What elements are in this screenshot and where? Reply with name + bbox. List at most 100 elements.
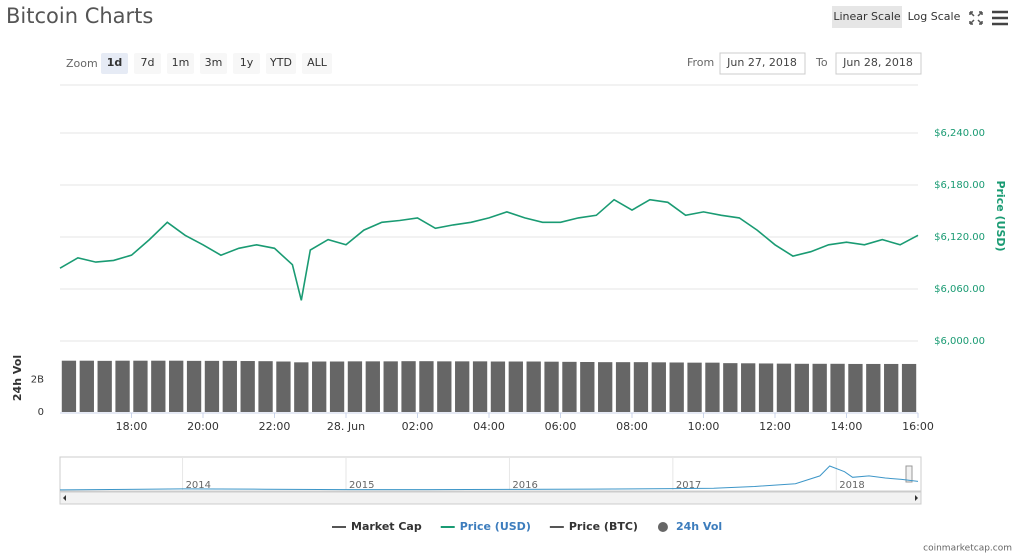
- navigator-tick-label: 2015: [349, 480, 374, 491]
- to-label: To: [815, 56, 828, 69]
- from-label: From: [687, 56, 714, 69]
- y-tick-label: $6,060.00: [934, 284, 985, 295]
- scroll-right[interactable]: [915, 495, 918, 501]
- legend-symbol[interactable]: [657, 522, 668, 532]
- price-line: [59, 198, 919, 301]
- navigator-tick-label: 2018: [839, 480, 864, 491]
- menu-icon[interactable]: [992, 10, 1008, 26]
- navigator-frame: [59, 456, 922, 492]
- volume-bar: [276, 361, 291, 412]
- y-axis-title: Price (USD): [994, 180, 1007, 251]
- volume-bar: [258, 361, 273, 412]
- volume-bar: [544, 361, 559, 412]
- volume-bar: [758, 363, 774, 412]
- volume-bar: [848, 363, 863, 412]
- x-tick-label: 20:00: [187, 420, 219, 433]
- x-tick-label: 12:00: [759, 420, 791, 433]
- zoom-button-label[interactable]: 1m: [172, 56, 190, 69]
- zoom-button-label[interactable]: 7d: [141, 56, 155, 69]
- volume-bar: [347, 361, 363, 412]
- x-tick-label: 06:00: [545, 420, 577, 433]
- zoom-button[interactable]: [302, 53, 332, 74]
- navigator-tick-label: 2014: [186, 480, 211, 491]
- volume-bar: [312, 361, 327, 412]
- scroll-left[interactable]: [63, 495, 66, 501]
- zoom-button[interactable]: [167, 53, 194, 74]
- volume-bar: [490, 361, 506, 412]
- volume-bar: [615, 362, 631, 412]
- volume-bar: [204, 360, 220, 412]
- zoom-button[interactable]: [266, 53, 296, 74]
- y-tick-label: $6,120.00: [934, 232, 985, 243]
- volume-bar: [526, 361, 541, 412]
- to-input[interactable]: [835, 52, 922, 75]
- volume-bar: [508, 361, 523, 412]
- volume-bar: [723, 363, 738, 412]
- volume-bar: [186, 360, 202, 412]
- volume-bar: [884, 363, 899, 412]
- volume-bar: [633, 362, 649, 412]
- zoom-button-label[interactable]: 3m: [205, 56, 223, 69]
- zoom-button-label[interactable]: 1d: [107, 56, 123, 69]
- volume-bar: [794, 363, 809, 412]
- x-tick-label: 14:00: [831, 420, 863, 433]
- volume-bar: [115, 360, 130, 412]
- volume-bar: [669, 362, 684, 412]
- to-date[interactable]: Jun 28, 2018: [842, 56, 913, 69]
- zoom-button-label[interactable]: YTD: [269, 56, 292, 69]
- from-input[interactable]: [719, 52, 806, 75]
- volume-bar: [169, 360, 184, 412]
- volume-bar: [741, 363, 756, 412]
- scale-button[interactable]: [905, 6, 963, 28]
- zoom-label: Zoom: [66, 57, 98, 70]
- volume-bar: [61, 360, 77, 412]
- scale-button-label[interactable]: Linear Scale: [833, 10, 901, 23]
- volume-bar: [151, 360, 166, 412]
- zoom-button-label[interactable]: 1y: [240, 56, 254, 69]
- credit: coinmarketcap.com: [923, 544, 1012, 554]
- volume-bar: [240, 361, 255, 412]
- x-tick-label: 16:00: [902, 420, 934, 433]
- navigator-handle[interactable]: [905, 465, 913, 483]
- volume-axis-title: 24h Vol: [11, 355, 24, 401]
- volume-bar: [383, 361, 398, 412]
- y-tick-label: $6,240.00: [934, 128, 985, 139]
- volume-tick-label: 2B: [31, 374, 44, 385]
- zoom-button[interactable]: [200, 53, 227, 74]
- x-tick-label: 22:00: [259, 420, 291, 433]
- zoom-button-label[interactable]: ALL: [307, 56, 328, 69]
- legend-label[interactable]: Price (USD): [460, 520, 531, 533]
- volume-bar: [472, 361, 488, 412]
- from-date[interactable]: Jun 27, 2018: [726, 56, 797, 69]
- volume-bar: [901, 363, 917, 412]
- zoom-button[interactable]: [101, 53, 128, 74]
- zoom-button[interactable]: [134, 53, 161, 74]
- legend-label[interactable]: Market Cap: [351, 520, 422, 533]
- volume-bar: [598, 362, 613, 412]
- legend-label[interactable]: Price (BTC): [569, 520, 638, 533]
- volume-bar: [651, 362, 666, 412]
- scrollbar[interactable]: [59, 491, 922, 505]
- zoom-button[interactable]: [233, 53, 260, 74]
- legend-label[interactable]: 24h Vol: [676, 520, 722, 533]
- fullscreen-icon[interactable]: [969, 11, 983, 25]
- scale-button-label[interactable]: Log Scale: [908, 10, 961, 23]
- volume-bar: [437, 361, 452, 412]
- scale-button[interactable]: [832, 6, 902, 28]
- navigator-line: [59, 465, 919, 491]
- volume-bar: [866, 363, 881, 412]
- x-tick-label: 04:00: [473, 420, 505, 433]
- x-tick-label: 02:00: [402, 420, 434, 433]
- navigator-tick-label: 2017: [676, 480, 701, 491]
- volume-bar: [133, 360, 148, 412]
- volume-bar: [419, 361, 434, 412]
- volume-bar: [294, 362, 309, 412]
- volume-bar: [580, 362, 595, 412]
- volume-bar: [222, 360, 237, 412]
- volume-bar: [365, 361, 380, 412]
- volume-bar: [97, 360, 112, 412]
- y-tick-label: $6,180.00: [934, 180, 985, 191]
- volume-bar: [79, 360, 94, 412]
- volume-bar: [705, 362, 720, 412]
